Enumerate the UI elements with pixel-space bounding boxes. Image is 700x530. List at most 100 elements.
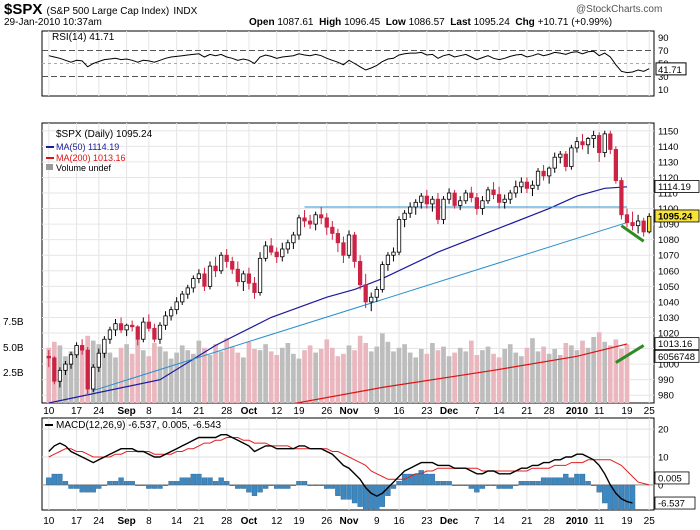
volume-bar [163,351,168,403]
macd-histogram-bar [435,481,441,486]
macd-histogram-bar [218,477,224,486]
macd-histogram-bar [607,484,613,510]
macd-histogram-bar [446,481,452,486]
macd-layer [42,434,654,510]
price-tag-label: 1114.19 [658,182,691,193]
price-tick-label: 1080 [658,235,679,246]
volume-bar [235,352,241,403]
price-tick-label: 1130 [658,157,678,168]
candle-body [85,349,90,390]
volume-bar [285,343,291,403]
candle-body [585,138,591,146]
legend-ma200: MA(200) 1013.16 [56,153,126,163]
candle-body [341,242,346,256]
candle-body [430,198,435,205]
x-tick-label: 26 [321,406,333,417]
x-tick-label-bottom: 23 [421,516,433,527]
macd-histogram-bar [168,481,174,486]
price-tick-label: 1090 [658,220,679,231]
volume-bar [557,355,563,403]
x-tick-label: 19 [621,406,633,417]
macd-histogram-bar [96,484,102,489]
low-label: Low [385,17,406,28]
price-tick-label: 1140 [658,142,678,153]
volume-bar [524,347,530,403]
candle-body [202,273,207,287]
x-tick-label-bottom: 28 [221,516,233,527]
price-tag-box [654,209,700,223]
volume-bar [474,355,480,403]
volume-bar [252,349,257,403]
volume-bar [63,356,68,403]
macd-histogram-bar [68,484,74,489]
volume-bar [468,340,474,403]
chg-label: Chg [515,17,535,28]
x-tick-label-bottom: 26 [321,516,333,527]
price-tick-label: 1100 [658,204,678,215]
candle-body [380,264,385,290]
volume-bar [291,353,296,403]
macd-value: -6.537 [658,499,685,510]
candle-body [480,200,485,209]
candle-body [130,324,135,328]
macd-histogram-bar [207,477,213,486]
candle-body [446,192,452,200]
candle-body [396,219,402,253]
candle-body [641,220,646,233]
volume-bar [380,333,385,403]
x-tick-label: 23 [421,406,433,417]
trendline [93,222,628,392]
candle-body [435,198,441,220]
candle-body [524,181,530,189]
volume-axis-label: 5.0B [3,343,24,354]
volume-bar [596,332,602,403]
high-value: 1096.45 [344,17,381,28]
volume-bar [152,343,157,403]
macd-histogram-bar [535,481,541,486]
macd-histogram-bar [129,481,135,486]
price-tag-box [654,349,700,363]
volume-bar [569,345,574,403]
macd-histogram-bar [552,477,558,486]
rsi-tick-label: 90 [658,33,669,44]
rsi-last-box [655,62,687,76]
candle-body [263,245,268,259]
volume-bar [407,352,413,403]
price-tag-label: 1013.16 [658,339,692,350]
macd-line [48,434,633,504]
macd-histogram-bar [440,481,447,486]
candle-body [374,289,379,298]
x-tick-label: Oct [241,406,258,417]
candle-body [441,198,446,220]
volume-bar [463,351,469,403]
volume-bar [274,355,280,403]
macd-histogram-bar [507,484,513,489]
volume-bar [140,350,146,403]
x-tick-label-bottom: 19 [621,516,633,527]
macd-histogram-bar [502,484,508,489]
price-tick-label: 1020 [658,329,679,340]
volume-bar [602,341,608,403]
volume-bar [552,349,558,403]
candle-body [219,254,224,272]
candle-body [535,170,541,186]
volume-bar [190,353,196,403]
macd-histogram-bar [279,484,285,489]
candle-body [352,234,357,262]
symbol-name: (S&P 500 Large Cap Index) [46,6,170,17]
candle-body [413,201,418,208]
macd-histogram-bar [246,484,252,493]
volume-bar [246,341,252,403]
candle-body [224,254,229,262]
candle-body [52,357,57,382]
candle-body [391,251,396,256]
candle-body [80,345,85,351]
macd-histogram-bar [563,473,569,486]
macd-histogram-bar [79,484,85,493]
candle-body [485,189,491,202]
macd-histogram-bar [90,484,96,493]
candle-body [552,156,557,169]
macd-histogram-bar [379,484,386,507]
macd-histogram-bar [257,484,263,493]
macd-histogram-bar [196,473,202,486]
